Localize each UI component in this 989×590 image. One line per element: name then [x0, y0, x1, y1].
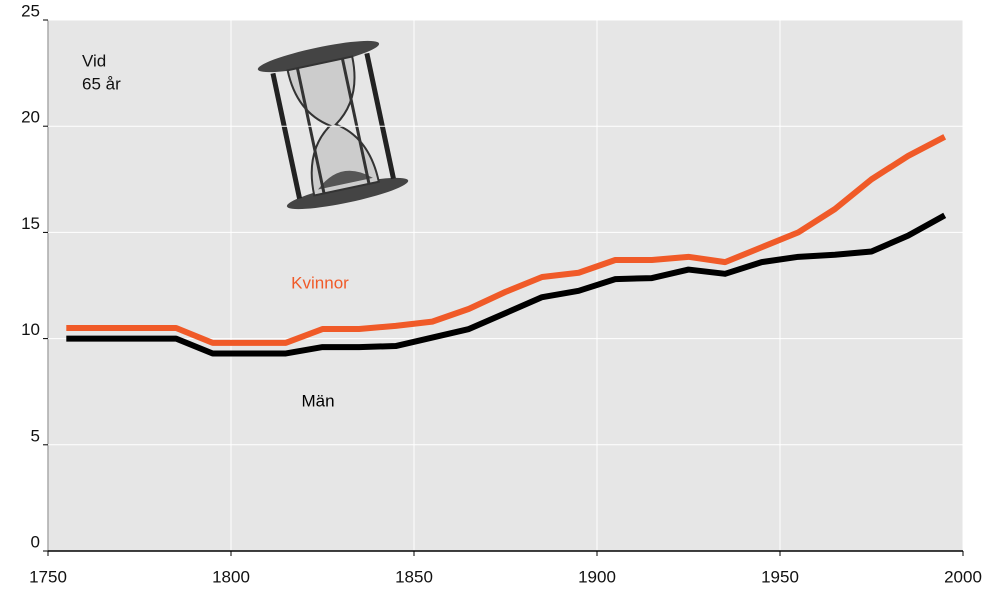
x-tick-label: 1800 [212, 567, 250, 586]
x-tick-label: 1950 [761, 567, 799, 586]
y-tick-label: 10 [21, 320, 40, 339]
y-tick-label: 5 [31, 426, 40, 445]
y-tick-label: 15 [21, 214, 40, 233]
annotation: Vid [82, 51, 106, 70]
chart: Vid 65 år 0 5 10 15 20 25 1750 1800 1850 1900 1950… [0, 0, 989, 590]
x-tick-label: 1750 [29, 567, 67, 586]
series-label: Kvinnor [291, 273, 349, 292]
y-tick-label: 20 [21, 108, 40, 127]
y-tick-label: 0 [31, 532, 40, 551]
x-tick-label: 1900 [578, 567, 616, 586]
x-tick-label: 1850 [395, 567, 433, 586]
series-label: Män [301, 391, 334, 410]
x-tick-label: 2000 [944, 567, 982, 586]
y-tick-label: 25 [21, 1, 40, 20]
annotation: 65 år [82, 74, 121, 93]
plot-background [48, 20, 963, 551]
